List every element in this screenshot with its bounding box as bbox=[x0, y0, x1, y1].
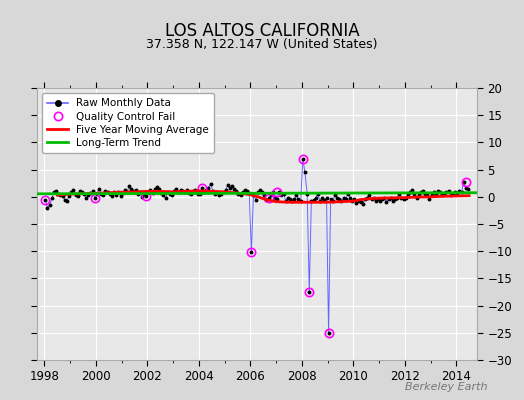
Text: Berkeley Earth: Berkeley Earth bbox=[405, 382, 487, 392]
Text: LOS ALTOS CALIFORNIA: LOS ALTOS CALIFORNIA bbox=[165, 22, 359, 40]
Legend: Raw Monthly Data, Quality Control Fail, Five Year Moving Average, Long-Term Tren: Raw Monthly Data, Quality Control Fail, … bbox=[42, 93, 214, 153]
Text: 37.358 N, 122.147 W (United States): 37.358 N, 122.147 W (United States) bbox=[146, 38, 378, 51]
